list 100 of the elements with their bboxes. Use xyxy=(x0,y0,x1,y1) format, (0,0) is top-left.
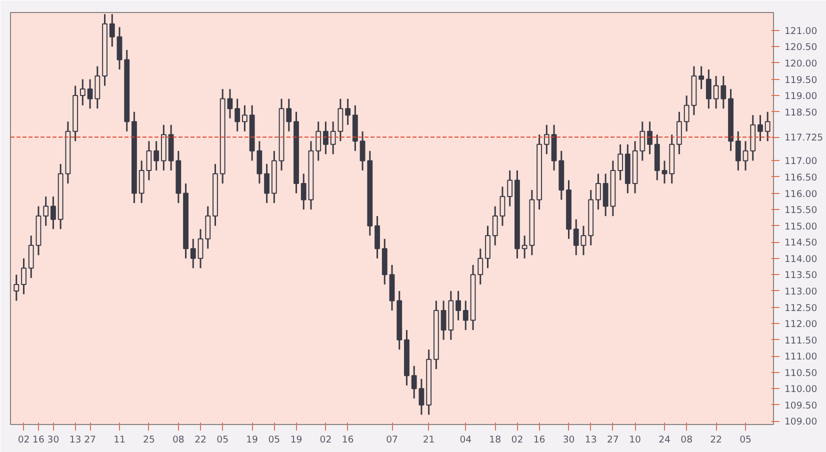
candlestick xyxy=(522,234,528,260)
candlestick xyxy=(116,26,122,70)
candlestick xyxy=(300,172,306,210)
candlestick xyxy=(500,186,506,227)
x-tick-label: 16 xyxy=(32,434,44,446)
candlestick xyxy=(640,120,646,162)
y-tick-label: 112.00 xyxy=(784,319,818,330)
y-tick-label: 109.00 xyxy=(784,416,818,428)
y-tick-label: 115.50 xyxy=(784,205,818,216)
y-tick-label: 119.50 xyxy=(784,74,818,86)
candlestick xyxy=(684,94,690,132)
candlestick xyxy=(205,206,211,250)
x-tick-label: 16 xyxy=(533,434,546,446)
x-tick-label: 18 xyxy=(489,434,502,446)
candlestick xyxy=(227,88,233,120)
candlestick xyxy=(735,130,741,172)
x-tick-label: 04 xyxy=(460,434,472,446)
candlestick xyxy=(662,160,668,184)
candlestick xyxy=(28,234,34,279)
candlestick xyxy=(154,140,160,172)
candlestick xyxy=(596,172,601,210)
x-tick-label: 30 xyxy=(47,434,60,446)
x-tick-label: 08 xyxy=(172,434,184,446)
candlestick xyxy=(706,68,712,110)
candlestick xyxy=(338,98,344,142)
x-tick-label: 13 xyxy=(69,434,82,446)
candlestick xyxy=(764,111,770,142)
y-tick-label: 120.00 xyxy=(784,58,818,70)
x-tick-label: 27 xyxy=(84,434,96,446)
candlestick xyxy=(330,120,336,155)
y-tick-label: 113.50 xyxy=(784,270,818,282)
candlestick xyxy=(50,196,56,230)
x-tick-label: 10 xyxy=(629,434,642,446)
candlestick xyxy=(492,206,498,246)
y-tick-label: 116.50 xyxy=(784,172,818,184)
candlestick xyxy=(43,196,49,227)
y-tick-label: 110.00 xyxy=(784,384,818,396)
candlestick xyxy=(462,300,468,331)
y-tick-label: 119.00 xyxy=(784,91,818,102)
x-tick-label: 02 xyxy=(511,434,524,446)
x-tick-label: 24 xyxy=(658,434,670,446)
candlestick xyxy=(360,130,366,172)
candlestick xyxy=(742,140,748,172)
candlestick xyxy=(21,258,26,295)
candlestick xyxy=(80,78,86,106)
y-tick-label: 112.50 xyxy=(784,302,818,314)
candlestick xyxy=(264,163,270,204)
x-tick-label: 08 xyxy=(680,434,693,446)
candlestick xyxy=(485,225,490,269)
y-tick-label: 116.00 xyxy=(784,188,818,200)
y-tick-label: 120.50 xyxy=(784,42,818,54)
candlestick xyxy=(345,98,351,126)
x-tick-label: 21 xyxy=(422,434,435,446)
y-tick-label: 110.50 xyxy=(784,368,818,379)
candlestick xyxy=(242,104,248,132)
candlestick xyxy=(146,140,152,181)
candlestick xyxy=(507,170,513,208)
candlestick xyxy=(256,140,262,184)
y-tick-label: 121.00 xyxy=(784,26,818,37)
candlestick xyxy=(323,120,328,155)
y-tick-label: 113.00 xyxy=(784,286,818,298)
ref-line-label: 117.725 xyxy=(784,132,824,144)
y-tick-label: 117.00 xyxy=(784,156,818,168)
candlestick xyxy=(676,111,682,155)
x-tick-label: 19 xyxy=(290,434,302,446)
candlestick xyxy=(109,13,115,48)
y-tick-label: 115.00 xyxy=(784,221,818,232)
y-tick-label: 118.50 xyxy=(784,107,818,118)
candlestick xyxy=(374,215,380,260)
x-tick-label: 30 xyxy=(562,434,575,446)
y-tick-label: 111.50 xyxy=(784,335,818,346)
candlestick xyxy=(758,114,763,142)
y-tick-label: 111.00 xyxy=(784,352,818,363)
candlestick xyxy=(14,274,20,302)
x-tick-label: 22 xyxy=(194,434,206,446)
candlestick xyxy=(234,98,240,132)
candlestick xyxy=(190,238,196,269)
y-tick-label: 114.00 xyxy=(784,254,818,265)
x-tick-label: 27 xyxy=(607,434,619,446)
x-tick-label: 05 xyxy=(216,434,229,446)
x-tick-label: 13 xyxy=(584,434,597,446)
x-tick-label: 02 xyxy=(320,434,332,446)
candlestick xyxy=(544,124,550,155)
x-tick-label: 11 xyxy=(114,434,126,446)
candlestick xyxy=(411,365,417,400)
x-tick-label: 16 xyxy=(342,434,354,446)
x-tick-label: 07 xyxy=(386,434,398,446)
candlestick xyxy=(418,378,424,416)
candlestick xyxy=(198,228,204,269)
x-tick-label: 05 xyxy=(740,434,752,446)
candlestick xyxy=(618,144,624,181)
x-tick-label: 22 xyxy=(710,434,722,446)
candlestick xyxy=(138,160,144,204)
candlestick xyxy=(573,218,579,256)
candlestick xyxy=(456,290,461,322)
candlestick xyxy=(647,120,652,155)
candlestick xyxy=(698,65,704,90)
x-tick-label: 02 xyxy=(18,434,30,446)
candlestick xyxy=(478,248,484,286)
candlestick xyxy=(580,225,586,256)
